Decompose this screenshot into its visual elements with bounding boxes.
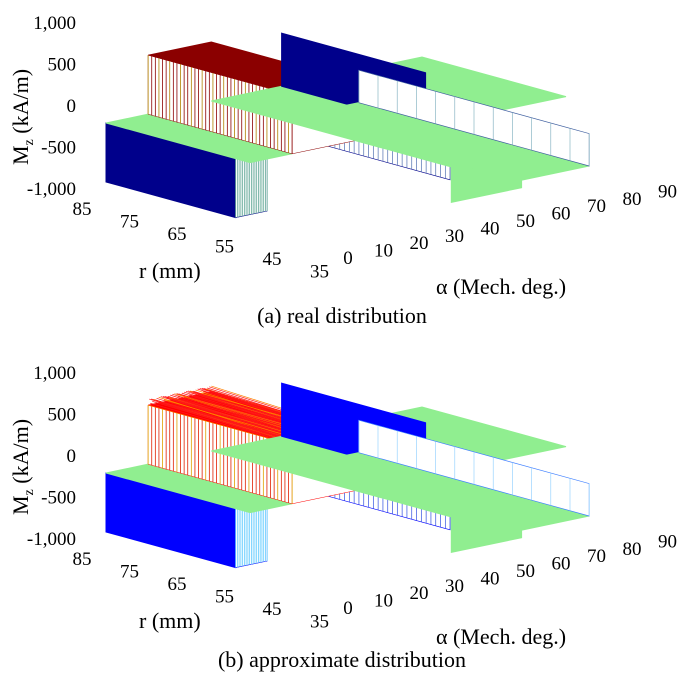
r-tick-label: 65 <box>168 574 187 595</box>
alpha-tick-label: 40 <box>481 218 500 239</box>
z-axis-label: Mz (kA/m) <box>8 419 37 515</box>
z-tick-label: 500 <box>48 405 77 426</box>
alpha-tick-label: 80 <box>623 189 642 210</box>
alpha-tick-label: 0 <box>343 248 353 269</box>
r-tick-label: 85 <box>73 199 92 220</box>
surface-line <box>148 404 293 446</box>
r-tick-label: 75 <box>120 212 139 233</box>
r-tick-label: 45 <box>263 249 282 270</box>
alpha-tick-label: 0 <box>343 598 353 619</box>
r-axis-label: r (mm) <box>139 608 201 633</box>
z-tick-label: 0 <box>67 446 77 467</box>
alpha-tick-label: 80 <box>623 539 642 560</box>
alpha-tick-label: 10 <box>374 241 393 262</box>
z-axis-label: Mz (kA/m) <box>8 69 37 165</box>
alpha-tick-label: 30 <box>445 576 464 597</box>
alpha-axis-label: α (Mech. deg.) <box>436 274 566 299</box>
r-tick-label: 35 <box>310 262 329 283</box>
alpha-tick-label: 60 <box>552 554 571 575</box>
r-tick-label: 65 <box>168 224 187 245</box>
r-tick-label: 55 <box>215 237 234 258</box>
alpha-tick-label: 70 <box>587 196 606 217</box>
alpha-tick-label: 20 <box>410 583 429 604</box>
alpha-tick-label: 70 <box>587 546 606 567</box>
alpha-tick-label: 60 <box>552 204 571 225</box>
r-tick-label: 35 <box>310 612 329 633</box>
surface-line <box>150 402 295 445</box>
z-tick-label: 0 <box>67 96 77 117</box>
alpha-tick-label: 30 <box>445 226 464 247</box>
alpha-tick-label: 40 <box>481 568 500 589</box>
r-axis-label: r (mm) <box>139 258 201 283</box>
z-tick-label: -1,000 <box>27 529 76 550</box>
alpha-tick-label: 50 <box>516 211 535 232</box>
alpha-tick-label: 50 <box>516 561 535 582</box>
surface-line <box>159 401 304 443</box>
z-tick-label: 1,000 <box>33 13 76 34</box>
alpha-axis-label: α (Mech. deg.) <box>436 624 566 649</box>
alpha-tick-label: 90 <box>658 531 677 552</box>
z-tick-label: 500 <box>48 55 77 76</box>
surface-line <box>152 401 297 445</box>
alpha-tick-label: 20 <box>410 233 429 254</box>
r-tick-label: 85 <box>73 549 92 570</box>
caption: (b) approximate distribution <box>218 647 466 672</box>
z-tick-label: -1,000 <box>27 179 76 200</box>
z-tick-label: -500 <box>41 488 76 509</box>
z-tick-label: 1,000 <box>33 363 76 384</box>
r-tick-label: 45 <box>263 599 282 620</box>
r-tick-label: 75 <box>120 562 139 583</box>
z-tick-label: -500 <box>41 138 76 159</box>
alpha-tick-label: 90 <box>658 181 677 202</box>
alpha-tick-label: 10 <box>374 591 393 612</box>
caption: (a) real distribution <box>257 303 427 328</box>
r-tick-label: 55 <box>215 587 234 608</box>
